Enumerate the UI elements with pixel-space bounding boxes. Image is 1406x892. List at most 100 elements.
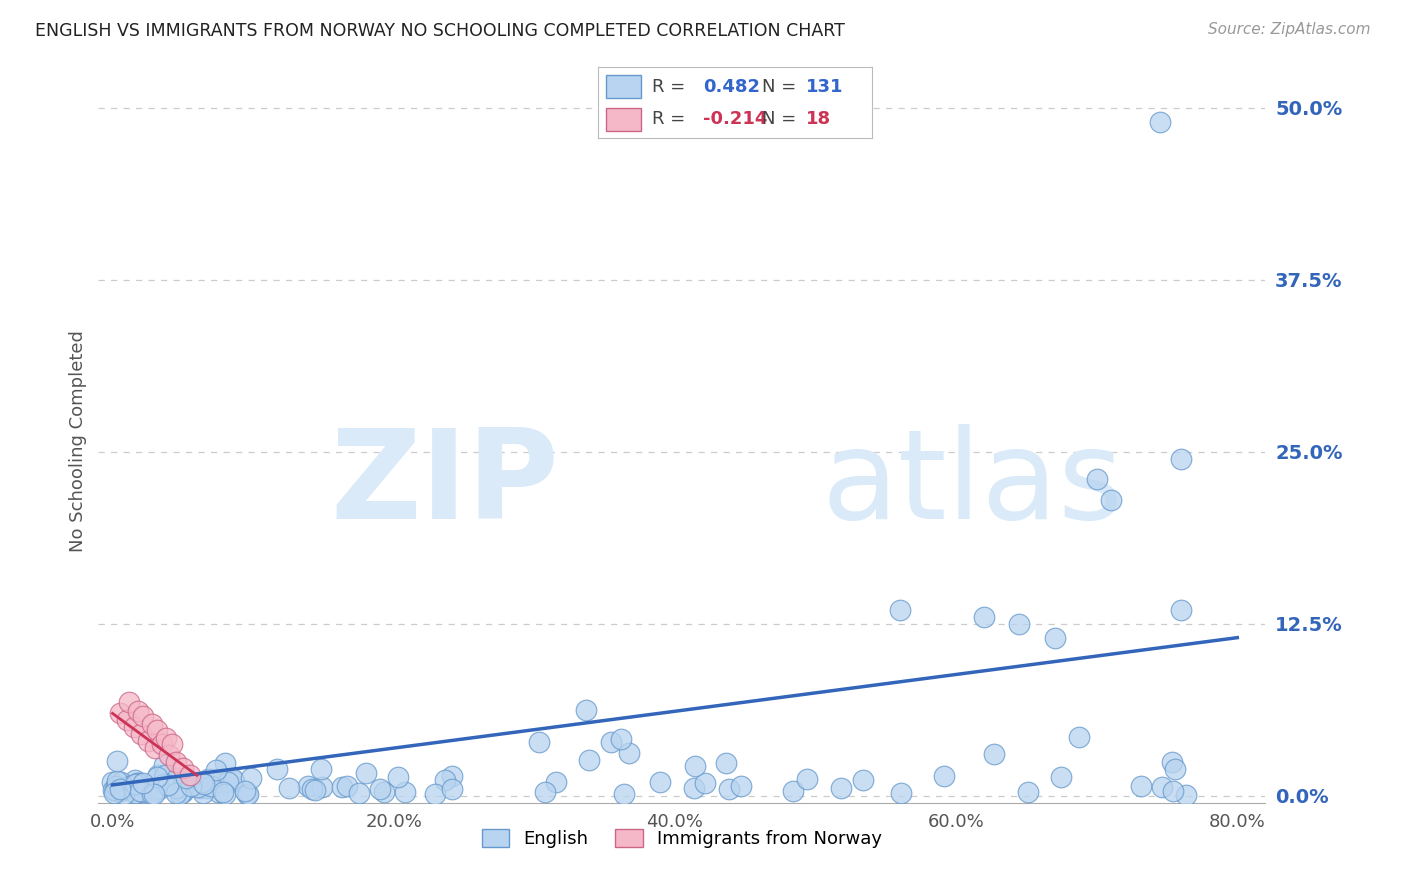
Point (1067, 731, 1090, 745)
Point (127, 704, 149, 718)
Point (197, 772, 219, 786)
Point (114, 781, 136, 796)
Point (146, 723, 169, 737)
Point (156, 778, 179, 792)
Point (578, 752, 600, 766)
Point (830, 781, 852, 796)
Point (387, 770, 409, 784)
Point (373, 785, 395, 799)
Point (153, 769, 176, 783)
Point (141, 717, 163, 731)
Point (796, 772, 818, 787)
Point (104, 779, 127, 793)
Point (207, 785, 229, 799)
Point (190, 780, 212, 795)
Point (648, 774, 671, 789)
Point (222, 772, 245, 786)
Point (166, 780, 188, 795)
Point (115, 713, 138, 727)
Point (1174, 788, 1197, 802)
Point (693, 776, 716, 790)
Point (682, 780, 704, 795)
Point (297, 779, 319, 793)
Point (330, 780, 353, 795)
Point (107, 774, 129, 789)
Point (174, 771, 197, 785)
Point (172, 785, 194, 799)
Text: N =: N = (762, 78, 801, 95)
Point (730, 779, 752, 793)
Point (336, 779, 359, 793)
Point (233, 784, 256, 798)
Point (155, 768, 177, 782)
Point (136, 734, 159, 748)
Point (214, 756, 236, 770)
Point (105, 754, 128, 768)
Point (101, 783, 124, 797)
Point (1161, 756, 1184, 770)
Point (212, 785, 235, 799)
Point (222, 774, 245, 789)
Point (142, 787, 165, 801)
Point (619, 746, 641, 760)
Point (172, 785, 194, 799)
Point (218, 775, 240, 789)
Point (153, 777, 176, 791)
Text: 131: 131 (806, 78, 844, 95)
Point (1099, 493, 1122, 508)
Point (236, 787, 259, 801)
Point (311, 762, 333, 776)
Text: 0.482: 0.482 (703, 78, 761, 95)
Point (131, 775, 153, 789)
Point (204, 763, 226, 777)
Point (200, 772, 222, 786)
Point (125, 776, 148, 790)
Point (124, 784, 146, 798)
Point (311, 780, 333, 794)
Point (1170, 451, 1192, 466)
Point (890, 786, 912, 800)
Point (101, 774, 124, 789)
Point (153, 758, 176, 772)
Point (440, 782, 463, 797)
Point (425, 787, 447, 801)
Text: R =: R = (652, 78, 692, 95)
Point (148, 780, 170, 795)
Point (1129, 780, 1152, 794)
Point (534, 785, 557, 799)
Point (112, 788, 135, 802)
Point (132, 709, 155, 723)
Point (146, 768, 169, 782)
Point (136, 780, 159, 795)
Point (685, 759, 707, 773)
Point (1163, 762, 1185, 776)
Point (301, 782, 323, 797)
Point (1050, 770, 1073, 784)
Point (122, 720, 145, 734)
Point (304, 783, 326, 797)
Point (103, 786, 125, 800)
Point (240, 771, 263, 785)
Point (983, 747, 1005, 761)
Text: 18: 18 (806, 110, 831, 128)
Point (782, 784, 804, 798)
Text: N =: N = (762, 110, 801, 128)
Point (155, 731, 177, 745)
Point (1043, 631, 1066, 645)
Point (104, 780, 127, 795)
Point (141, 787, 163, 801)
Point (187, 780, 209, 795)
Point (157, 747, 180, 762)
Point (166, 772, 188, 786)
Point (110, 784, 132, 798)
Point (544, 775, 567, 789)
Text: R =: R = (652, 110, 692, 128)
Point (108, 706, 131, 721)
Point (433, 772, 456, 787)
Point (354, 765, 377, 780)
Point (368, 781, 391, 796)
Legend: English, Immigrants from Norway: English, Immigrants from Norway (475, 822, 889, 855)
Point (118, 695, 141, 709)
Text: Source: ZipAtlas.com: Source: ZipAtlas.com (1208, 22, 1371, 37)
Point (108, 782, 131, 797)
